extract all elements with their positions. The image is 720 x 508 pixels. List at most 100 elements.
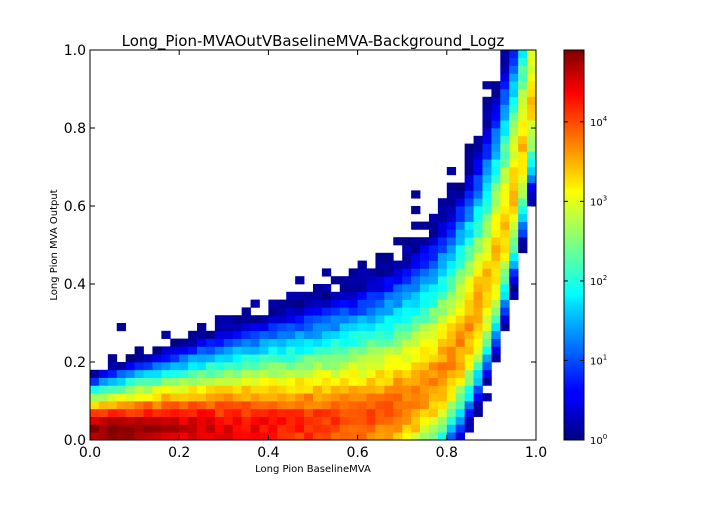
heatmap-cell bbox=[491, 252, 501, 261]
heatmap-cell bbox=[277, 307, 287, 316]
heatmap-cell bbox=[268, 338, 278, 347]
heatmap-cell bbox=[295, 291, 305, 300]
heatmap-cell bbox=[437, 252, 448, 261]
heatmap-cell bbox=[241, 385, 251, 394]
heatmap-cell bbox=[330, 362, 341, 371]
heatmap-cell bbox=[277, 416, 287, 425]
heatmap-cell bbox=[348, 416, 358, 425]
heatmap-cell bbox=[348, 408, 358, 417]
y-axis-ticks: 0.0 0.2 0.4 0.6 0.8 1.0 bbox=[64, 43, 536, 449]
heatmap-cell bbox=[259, 362, 269, 371]
heatmap-cell bbox=[179, 432, 189, 441]
heatmap-cell bbox=[250, 330, 260, 339]
heatmap-cell bbox=[428, 416, 439, 425]
heatmap-cell bbox=[339, 299, 350, 308]
heatmap-cell bbox=[295, 330, 305, 339]
heatmap-cell bbox=[107, 362, 118, 371]
heatmap-cell bbox=[402, 377, 412, 386]
heatmap-cell bbox=[304, 315, 314, 324]
heatmap-cell bbox=[366, 330, 376, 339]
heatmap-cell bbox=[304, 416, 314, 425]
heatmap-cell bbox=[250, 408, 260, 417]
heatmap-cell bbox=[500, 159, 510, 168]
heatmap-cell bbox=[259, 401, 269, 410]
heatmap-cell bbox=[348, 362, 358, 371]
heatmap-cell bbox=[420, 432, 430, 441]
heatmap-cell bbox=[420, 260, 430, 269]
heatmap-cell bbox=[286, 385, 296, 394]
heatmap-cell bbox=[393, 330, 403, 339]
heatmap-cell bbox=[500, 221, 510, 230]
heatmap-cell bbox=[179, 369, 189, 378]
x-tick-label: 0.8 bbox=[436, 445, 458, 461]
heatmap-cell bbox=[357, 362, 367, 371]
heatmap-cell bbox=[313, 346, 323, 355]
heatmap-cell bbox=[357, 432, 367, 441]
heatmap-cell bbox=[152, 393, 162, 402]
heatmap-cell bbox=[205, 346, 216, 355]
heatmap-cell bbox=[214, 346, 225, 355]
heatmap-cell bbox=[518, 167, 528, 176]
heatmap-cell bbox=[482, 182, 492, 191]
heatmap-cell bbox=[259, 408, 269, 417]
heatmap-cell bbox=[330, 330, 341, 339]
heatmap-cell bbox=[437, 338, 448, 347]
heatmap-cell bbox=[330, 424, 341, 433]
heatmap-cell bbox=[455, 221, 465, 230]
heatmap-cell bbox=[446, 377, 457, 386]
heatmap-cell bbox=[518, 104, 528, 113]
heatmap-cell bbox=[384, 307, 394, 316]
heatmap-cell bbox=[170, 408, 180, 417]
heatmap-cell bbox=[482, 174, 492, 183]
heatmap-cell bbox=[491, 143, 501, 152]
heatmap-cell bbox=[197, 323, 207, 332]
heatmap-cell bbox=[455, 416, 465, 425]
heatmap-cell bbox=[250, 362, 260, 371]
heatmap-cell bbox=[491, 354, 501, 363]
heatmap-cell bbox=[491, 229, 501, 238]
heatmap-cell bbox=[366, 393, 376, 402]
heatmap-cell bbox=[125, 377, 135, 386]
heatmap-cell bbox=[411, 385, 421, 394]
heatmap-cell bbox=[464, 307, 474, 316]
heatmap-cell bbox=[527, 143, 537, 152]
heatmap-cell bbox=[304, 307, 314, 316]
heatmap-cell bbox=[455, 323, 465, 332]
heatmap-cell bbox=[295, 424, 305, 433]
heatmap-cell bbox=[491, 237, 501, 246]
heatmap-cell bbox=[411, 284, 421, 293]
heatmap-cell bbox=[223, 346, 234, 355]
heatmap-cell bbox=[241, 323, 251, 332]
heatmap-cell bbox=[348, 424, 358, 433]
heatmap-cell bbox=[339, 315, 350, 324]
heatmap-cell bbox=[402, 362, 412, 371]
heatmap-cell bbox=[500, 252, 510, 261]
heatmap-cell bbox=[357, 330, 367, 339]
heatmap-cell bbox=[321, 323, 332, 332]
heatmap-cell bbox=[428, 330, 439, 339]
heatmap-cell bbox=[482, 346, 492, 355]
heatmap-cell bbox=[197, 385, 207, 394]
heatmap-cell bbox=[241, 377, 251, 386]
heatmap-cell bbox=[214, 330, 225, 339]
heatmap-cell bbox=[393, 432, 403, 441]
heatmap-cell bbox=[509, 104, 519, 113]
heatmap-cell bbox=[420, 377, 430, 386]
heatmap-cell bbox=[357, 408, 367, 417]
heatmap-cell bbox=[411, 330, 421, 339]
heatmap-cell bbox=[500, 96, 510, 105]
heatmap-cell bbox=[500, 198, 510, 207]
heatmap-cell bbox=[375, 268, 385, 277]
heatmap-cell bbox=[482, 362, 492, 371]
heatmap-cell bbox=[384, 346, 394, 355]
heatmap-cell bbox=[98, 393, 109, 402]
heatmap-cell bbox=[286, 291, 296, 300]
heatmap-cell bbox=[348, 291, 358, 300]
heatmap-cell bbox=[116, 401, 127, 410]
heatmap-cell bbox=[143, 424, 153, 433]
heatmap-cell bbox=[205, 354, 216, 363]
heatmap-cell bbox=[509, 57, 519, 66]
heatmap-cell bbox=[188, 377, 198, 386]
heatmap-cell bbox=[348, 338, 358, 347]
heatmap-cell bbox=[527, 159, 537, 168]
